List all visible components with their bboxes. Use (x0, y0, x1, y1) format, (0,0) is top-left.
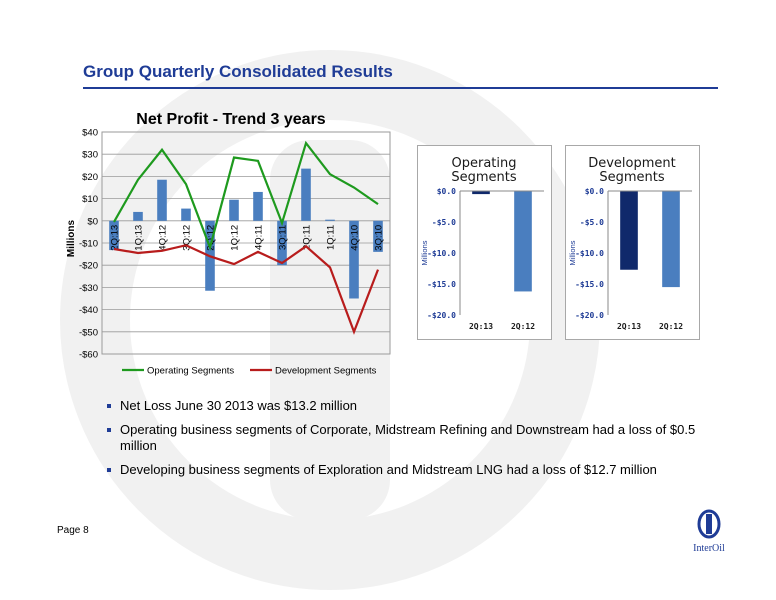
series-line (113, 244, 380, 335)
bar (349, 220, 359, 299)
bar (514, 191, 532, 292)
legend-label: Operating Segments (147, 366, 234, 377)
bullet-icon (107, 468, 111, 472)
y-axis-label: Millions (420, 240, 429, 265)
page-title: Group Quarterly Consolidated Results (83, 62, 393, 81)
y-tick-label: $10 (82, 194, 98, 205)
bar (662, 191, 680, 288)
legend-label: Development Segments (275, 366, 377, 377)
x-tick-label: 1Q:12 (230, 225, 241, 251)
title-divider (83, 87, 718, 89)
bar (157, 179, 167, 221)
bullet-item: Net Loss June 30 2013 was $13.2 million (107, 398, 707, 414)
x-tick-label: 2Q:13 (617, 322, 641, 331)
bullet-icon (107, 428, 111, 432)
bar (277, 220, 287, 266)
x-tick-label: 3Q:10 (374, 225, 385, 251)
y-tick-label: $0.0 (585, 187, 604, 196)
x-tick-label: 3Q:12 (182, 225, 193, 251)
y-tick-label: -$10.0 (427, 249, 456, 258)
bar (133, 211, 143, 221)
bullet-icon (107, 404, 111, 408)
bar (109, 220, 119, 251)
x-tick-label: 2Q:12 (206, 225, 217, 251)
development-segments-chart: Development Segments $0.0 -$5.0 -$10.0 -$15.0… (565, 145, 700, 340)
net-profit-chart: Net Profit - Trend 3 years $40 $30 $20 $10 $0… (66, 111, 391, 377)
bullet-item: Developing business segments of Explorat… (107, 462, 707, 478)
y-tick-label: -$20.0 (427, 311, 456, 320)
logo-text: InterOil (693, 543, 725, 554)
y-axis-label: Millions (66, 220, 77, 258)
bar (229, 199, 239, 221)
chart-title: Development Segments (588, 156, 676, 185)
y-axis-label: Millions (568, 240, 577, 265)
bullet-text: Net Loss June 30 2013 was $13.2 million (120, 398, 358, 413)
y-tick-label: -$20 (79, 261, 98, 272)
x-tick-label: 2Q:12 (511, 322, 535, 331)
bar (373, 220, 383, 252)
y-tick-label: $40 (82, 128, 98, 139)
chart-title: Operating Segments (451, 156, 517, 185)
x-tick-label: 4Q:11 (254, 225, 265, 250)
y-tick-label: -$30 (79, 283, 98, 294)
y-tick-label: -$60 (79, 350, 98, 361)
x-tick-label: 2Q:13 (469, 322, 493, 331)
x-tick-label: 4Q:10 (350, 225, 361, 251)
chart-title: Net Profit - Trend 3 years (136, 111, 325, 128)
x-tick-label: 2Q:11 (302, 225, 313, 250)
x-tick-label: 2Q:12 (659, 322, 683, 331)
bullet-text: Operating business segments of Corporate… (120, 422, 696, 453)
summary-bullets: Net Loss June 30 2013 was $13.2 million … (107, 398, 707, 486)
bar (253, 191, 263, 221)
page-number: Page 8 (57, 525, 89, 536)
y-tick-label: -$15.0 (427, 280, 456, 289)
y-tick-label: $20 (82, 172, 98, 183)
y-tick-label: $0 (87, 216, 98, 227)
y-tick-label: -$10 (79, 239, 98, 250)
y-tick-label: $0.0 (437, 187, 456, 196)
x-tick-label: 1Q:13 (134, 225, 145, 251)
y-tick-label: -$15.0 (575, 280, 604, 289)
bar (620, 191, 638, 270)
y-tick-label: -$40 (79, 305, 98, 316)
bar (301, 168, 311, 221)
y-tick-label: $30 (82, 150, 98, 161)
y-tick-label: -$50 (79, 327, 98, 338)
bar (181, 208, 191, 221)
y-tick-label: -$5.0 (432, 218, 456, 227)
y-tick-label: -$10.0 (575, 249, 604, 258)
bullet-text: Developing business segments of Explorat… (120, 462, 657, 477)
y-tick-label: -$5.0 (580, 218, 604, 227)
x-tick-label: 4Q:12 (158, 225, 169, 251)
y-tick-label: -$20.0 (575, 311, 604, 320)
x-tick-label: 2Q:13 (110, 225, 121, 251)
bar (325, 219, 335, 221)
x-tick-label: 3Q:11 (278, 225, 289, 250)
x-tick-label: 1Q:11 (326, 225, 337, 250)
series-line (113, 140, 379, 252)
operating-segments-chart: Operating Segments $0.0 -$5.0 -$10.0 -$15.0 -$… (417, 145, 552, 340)
interoil-logo: InterOil (693, 509, 725, 554)
bar (472, 191, 490, 195)
bullet-item: Operating business segments of Corporate… (107, 422, 707, 454)
